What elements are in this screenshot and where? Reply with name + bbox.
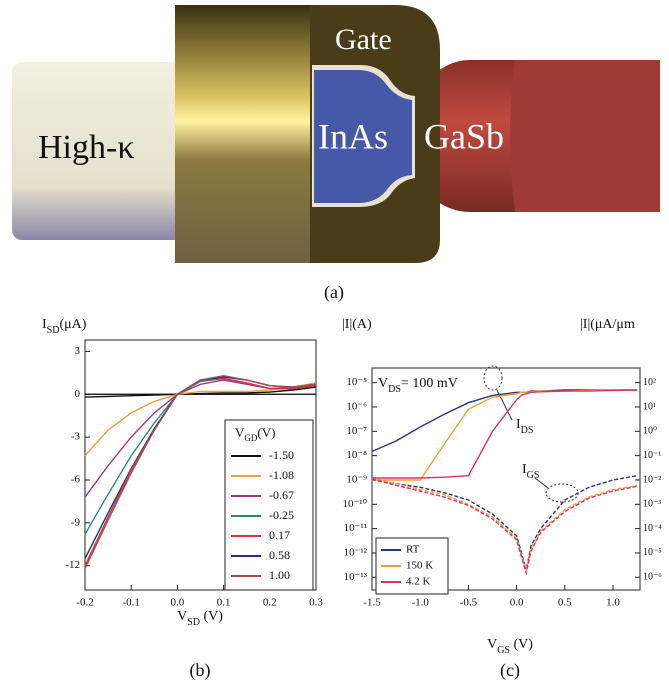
y2-tick-label: 10⁻¹	[643, 450, 661, 461]
x-tick-label: 1.0	[606, 597, 620, 609]
y-axis-label-part: SD	[47, 325, 60, 336]
series-line	[372, 390, 637, 451]
series-line	[372, 390, 637, 480]
x-tick-label: -1.0	[411, 597, 429, 609]
y-tick-label: 10⁻¹¹	[344, 522, 367, 534]
y-tick-label: 10⁻⁷	[346, 425, 367, 437]
x-axis-label-part: (V)	[510, 637, 533, 652]
annotation-part: DS	[388, 384, 401, 395]
x-tick-label: -0.5	[460, 597, 478, 609]
y-tick-label: -6	[71, 474, 81, 486]
x-axis-label: VSD (V)	[177, 609, 223, 628]
x-tick-label: -1.5	[363, 597, 381, 609]
gasb-label: GaSb	[424, 116, 504, 156]
y2-tick-label: 10⁻⁵	[643, 547, 662, 558]
inas-label: InAs	[318, 116, 388, 156]
legend-label: RT	[406, 544, 420, 556]
y2-tick-label: 10⁰	[643, 426, 657, 437]
y-tick-label: 10⁻¹²	[344, 546, 368, 558]
legend-label: -1.08	[269, 468, 294, 482]
annotation-part: V	[378, 376, 388, 391]
legend-label: -1.50	[269, 448, 294, 462]
y-tick-label: 10⁻⁶	[346, 401, 367, 413]
annotation: IGS	[522, 462, 539, 481]
x-axis-label-part: V	[487, 637, 497, 652]
x-tick-label: 0.1	[217, 597, 231, 609]
page: High-κ Gate InAs GaSb (a) (b) (c) -0.2 -0…	[0, 0, 669, 689]
annotation: IDS	[516, 417, 533, 436]
y-axis-label-part: |I|(A)	[342, 317, 372, 332]
y2-tick-label: 10²	[643, 377, 656, 388]
high-k-label: High-κ	[38, 129, 134, 166]
x-tick-label: 0.2	[263, 597, 277, 609]
x-axis-label-part: SD	[187, 617, 200, 628]
y2-tick-label: 10⁻⁶	[643, 572, 662, 583]
igs-circle	[546, 484, 578, 502]
annotation-part: DS	[521, 425, 534, 436]
y-tick-label: 10⁻¹⁰	[342, 498, 367, 510]
y-tick-label: 10⁻⁵	[346, 376, 367, 388]
legend-box	[225, 420, 313, 590]
y-axis-label: ISD(μA)	[42, 317, 87, 336]
y-tick-label: 10⁻¹³	[344, 571, 368, 583]
y-tick-label: 0	[75, 388, 81, 400]
x-axis-label-part: GS	[497, 645, 510, 656]
legend-title-part: GD	[244, 433, 257, 443]
x-tick-label: -0.1	[122, 597, 139, 609]
y-axis-label: |I|(A)	[342, 317, 372, 332]
x-axis-label-part: V	[177, 609, 187, 624]
gasb-end	[510, 60, 660, 212]
series-line	[372, 390, 637, 478]
x-tick-label: 0.3	[309, 597, 323, 609]
y-axis-label-part: (μA)	[59, 317, 86, 332]
annotation: VDS= 100 mV	[378, 376, 458, 395]
annotation-part: = 100 mV	[401, 376, 458, 391]
y-tick-label: -12	[65, 559, 80, 571]
x-axis-label: VGS (V)	[487, 637, 533, 656]
y-tick-label: -9	[71, 516, 81, 528]
panel-label: (c)	[500, 660, 520, 681]
legend-label: 4.2 K	[406, 576, 431, 588]
legend-label: 1.00	[269, 568, 290, 582]
device-drawing: High-κ Gate InAs GaSb	[12, 5, 660, 263]
annotation-part: GS	[527, 470, 540, 481]
panel-label: (a)	[324, 282, 344, 303]
legend-label: 150 K	[406, 560, 433, 572]
gate-label: Gate	[335, 23, 392, 56]
y2-axis-label: |I|(μA/μm	[580, 317, 635, 332]
panel-label: (b)	[190, 660, 211, 681]
legend-label: -0.25	[269, 508, 294, 522]
gate-metal	[175, 5, 310, 263]
legend-label: 0.58	[269, 548, 290, 562]
x-tick-label: 0.5	[558, 597, 572, 609]
x-tick-label: 0.0	[171, 597, 185, 609]
y-tick-label: 3	[75, 345, 81, 357]
y2-tick-label: 10¹	[643, 401, 656, 412]
legend-label: -0.67	[269, 488, 294, 502]
ids-circle	[484, 366, 502, 390]
y-tick-label: 10⁻⁹	[346, 473, 367, 485]
y2-tick-label: 10⁻³	[643, 499, 661, 510]
y-tick-label: -3	[71, 431, 81, 443]
legend-label: 0.17	[269, 528, 290, 542]
y2-tick-label: 10⁻⁴	[643, 523, 662, 534]
legend-title-part: (V)	[257, 425, 275, 440]
y-tick-label: 10⁻⁸	[346, 449, 367, 461]
x-tick-label: -0.2	[76, 597, 93, 609]
x-axis-label-part: (V)	[200, 609, 223, 624]
figure: High-κ Gate InAs GaSb (a) (b) (c) -0.2 -0…	[0, 0, 669, 689]
x-tick-label: 0.0	[510, 597, 524, 609]
y2-tick-label: 10⁻²	[643, 474, 661, 485]
y2-axis-label-part: |I|(μA/μm	[580, 317, 635, 332]
